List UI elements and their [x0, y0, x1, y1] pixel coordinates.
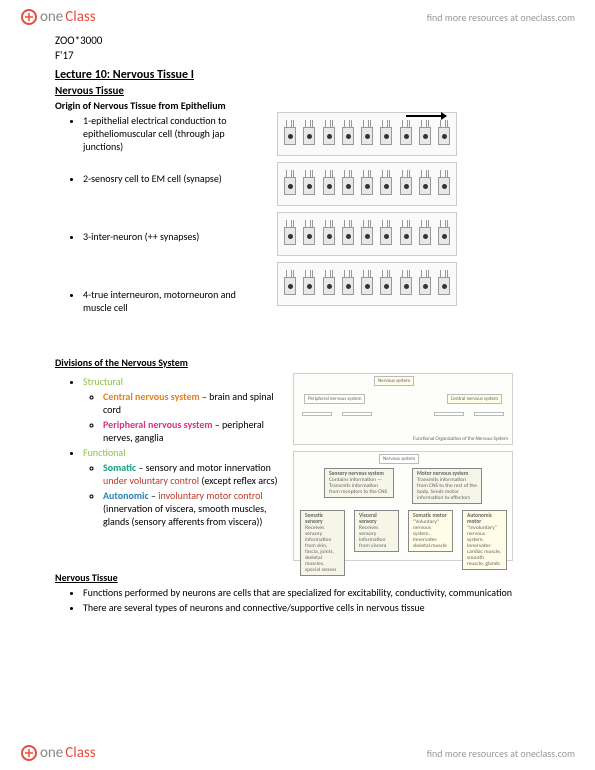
- footer-link[interactable]: find more resources at oneclass.com: [427, 747, 575, 760]
- footer: oneClass find more resources at oneclass…: [0, 736, 595, 770]
- divisions-layout: Structural Central nervous system – brai…: [55, 373, 540, 561]
- origin-layout: 1-epithelial electrical conduction to ep…: [55, 112, 540, 346]
- diagram2-root: Nervous system: [379, 454, 419, 464]
- origin-item-2: 2-senosry cell to EM cell (synapse): [83, 172, 265, 228]
- somatic-label: Somatic: [103, 461, 136, 474]
- diagram-structural: Nervous system Peripheral nervous system…: [293, 373, 513, 445]
- autonomic-item: Autonomic – involuntary motor control (i…: [103, 489, 285, 528]
- diagram2-col-0: Somatic sensoryReceives sensory informat…: [300, 510, 345, 576]
- diagram1-caption: Functional Organization of the Nervous S…: [413, 436, 508, 442]
- diagram2-mns: Motor nervous systemTransmits informatio…: [412, 468, 482, 504]
- origin-item-1: 1-epithelial electrical conduction to ep…: [83, 114, 265, 170]
- somatic-tail: (except reflex arcs): [199, 474, 278, 487]
- cns-item: Central nervous system – brain and spina…: [103, 390, 285, 416]
- diagram1-root: Nervous system: [374, 376, 414, 386]
- content: ZOO*3000 F'17 Lecture 10: Nervous Tissue…: [0, 34, 595, 614]
- cell-diagram-1: [277, 112, 457, 156]
- diagram2-col-1: Visceral sensoryReceives sensory informa…: [354, 510, 399, 552]
- section-title-nervous: Nervous Tissue: [55, 84, 540, 97]
- somatic-under: under voluntary control: [103, 474, 199, 487]
- lecture-title: Lecture 10: Nervous Tissue I: [55, 68, 540, 82]
- origin-item-3: 3-inter-neuron (++ synapses): [83, 230, 265, 286]
- somatic-mid: – sensory and motor innervation: [136, 461, 271, 474]
- diagram1-right: Central nervous system: [447, 394, 502, 404]
- functional-item: Functional Somatic – sensory and motor i…: [83, 446, 285, 528]
- autonomic-mid: –: [149, 489, 159, 502]
- divisions-text: Structural Central nervous system – brai…: [55, 373, 285, 561]
- somatic-item: Somatic – sensory and motor innervation …: [103, 461, 285, 487]
- footer-logo-text-class: Class: [65, 744, 95, 762]
- autonomic-label: Autonomic: [103, 489, 149, 502]
- cell-diagram-4: [277, 262, 457, 306]
- logo-text-one: one: [40, 8, 63, 26]
- origin-item-4: 4-true interneuron, motorneuron and musc…: [83, 288, 265, 344]
- origin-heading: Origin of Nervous Tissue from Epithelium: [55, 99, 540, 112]
- logo-text-class: Class: [65, 8, 95, 26]
- autonomic-inv: involuntary motor control: [158, 489, 263, 502]
- footer-logo-icon: [20, 744, 38, 762]
- logo-icon: [20, 8, 38, 26]
- autonomic-tail: (innervation of viscera, smooth muscles,…: [103, 502, 267, 528]
- structural-item: Structural Central nervous system – brai…: [83, 375, 285, 444]
- direction-arrow-icon: [406, 115, 446, 117]
- diagram1-left: Peripheral nervous system: [304, 394, 365, 404]
- nervous-tissue-heading: Nervous Tissue: [55, 571, 540, 584]
- cell-diagram-3: [277, 212, 457, 256]
- structural-label: Structural: [83, 375, 123, 388]
- nervous-point-2: There are several types of neurons and c…: [83, 601, 540, 614]
- diagram2-col-2: Somatic motor"Voluntary" nervous system.…: [408, 510, 453, 552]
- diagram2-sns: Sensory nervous systemContains informati…: [324, 468, 394, 498]
- pns-item: Peripheral nervous system – peripheral n…: [103, 418, 285, 444]
- header: oneClass find more resources at oneclass…: [0, 0, 595, 34]
- cns-label: Central nervous system: [103, 390, 200, 403]
- divisions-heading: Divisions of the Nervous System: [55, 356, 540, 369]
- cell-diagram-2: [277, 162, 457, 206]
- nervous-point-1: Functions performed by neurons are cells…: [83, 586, 540, 599]
- pns-label: Peripheral nervous system: [103, 418, 213, 431]
- term: F'17: [55, 49, 540, 62]
- diagram-stack: Nervous system Peripheral nervous system…: [293, 373, 540, 561]
- functional-label: Functional: [83, 446, 126, 459]
- diagram2-col-3: Autonomic motor"Involuntary" nervous sys…: [462, 510, 507, 570]
- footer-logo: oneClass: [20, 744, 96, 762]
- course-code: ZOO*3000: [55, 34, 540, 47]
- origin-figures: [277, 112, 540, 346]
- footer-logo-text-one: one: [40, 744, 63, 762]
- logo: oneClass: [20, 8, 96, 26]
- header-link[interactable]: find more resources at oneclass.com: [427, 11, 575, 24]
- diagram-functional: Nervous system Sensory nervous systemCon…: [293, 451, 513, 561]
- origin-text: 1-epithelial electrical conduction to ep…: [55, 112, 265, 346]
